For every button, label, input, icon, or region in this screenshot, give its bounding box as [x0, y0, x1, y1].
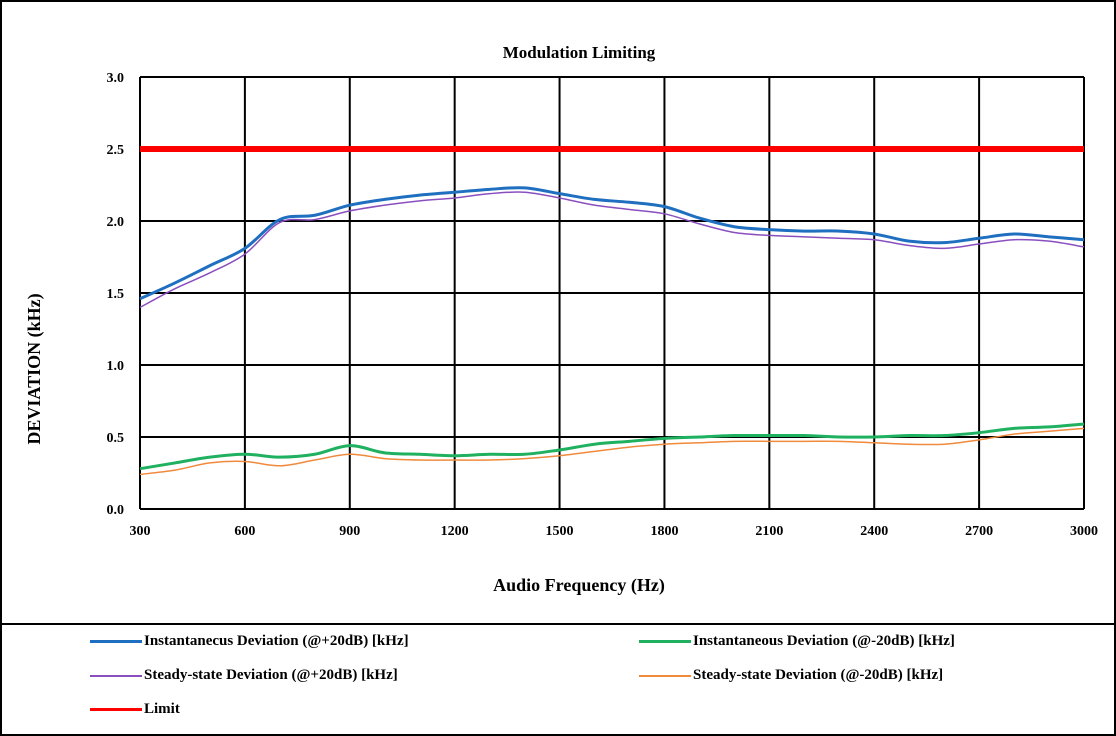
chart-title: Modulation Limiting: [503, 43, 656, 62]
legend-swatch: [639, 640, 691, 643]
x-tick-label: 1500: [546, 524, 574, 539]
series-line-2: [139, 191, 1085, 309]
legend-swatch: [90, 640, 142, 643]
x-tick-label: 2700: [965, 524, 993, 539]
legend-swatch: [90, 708, 142, 711]
legend-item: Limit: [90, 701, 180, 718]
y-tick-label: 3.0: [107, 71, 125, 86]
legend-swatch: [90, 674, 142, 677]
x-tick-labels: 300 600 900 1200 1500 1800 2100 2400 2700 3000: [130, 524, 1099, 539]
y-tick-label: 2.0: [107, 215, 125, 230]
series-line-0: [139, 186, 1085, 301]
legend-item: Steady-state Deviation (@+20dB) [kHz]: [90, 667, 398, 684]
legend-label: Instantanecus Deviation (@+20dB) [kHz]: [144, 633, 409, 649]
legend-item: Instantaneous Deviation (@-20dB) [kHz]: [639, 633, 955, 650]
y-tick-label: 2.5: [107, 143, 125, 158]
x-tick-label: 900: [339, 524, 360, 539]
x-tick-label: 2400: [860, 524, 888, 539]
legend-label: Instantaneous Deviation (@-20dB) [kHz]: [693, 633, 955, 649]
legend: Instantanecus Deviation (@+20dB) [kHz] In…: [2, 623, 1114, 736]
x-tick-label: 1800: [650, 524, 678, 539]
y-tick-labels: 0.0 0.5 1.0 1.5 2.0 2.5 3.0: [107, 71, 125, 518]
x-tick-label: 1200: [441, 524, 469, 539]
x-tick-label: 3000: [1070, 524, 1098, 539]
x-tick-label: 300: [130, 524, 151, 539]
y-tick-label: 1.0: [107, 359, 125, 374]
legend-swatch: [639, 674, 691, 677]
series-lines: [139, 145, 1085, 476]
series-line-1: [139, 422, 1085, 471]
x-tick-label: 600: [234, 524, 255, 539]
series-line-3: [139, 427, 1085, 476]
legend-label: Steady-state Deviation (@+20dB) [kHz]: [144, 667, 398, 683]
y-axis-label: DEVIATION (kHz): [24, 293, 45, 444]
y-tick-label: 0.0: [107, 503, 125, 518]
legend-label: Limit: [144, 701, 180, 717]
legend-item: Steady-state Deviation (@-20dB) [kHz]: [639, 667, 943, 684]
legend-label: Steady-state Deviation (@-20dB) [kHz]: [693, 667, 944, 683]
legend-item: Instantanecus Deviation (@+20dB) [kHz]: [90, 633, 409, 650]
chart-svg: Modulation Limiting 0.0 0.5 1.0 1.5 2.0 2.5 3.…: [24, 43, 1099, 596]
x-tick-label: 2100: [755, 524, 783, 539]
x-axis-label: Audio Frequency (Hz): [493, 575, 665, 596]
y-tick-label: 0.5: [107, 431, 125, 446]
y-tick-label: 1.5: [107, 287, 125, 302]
